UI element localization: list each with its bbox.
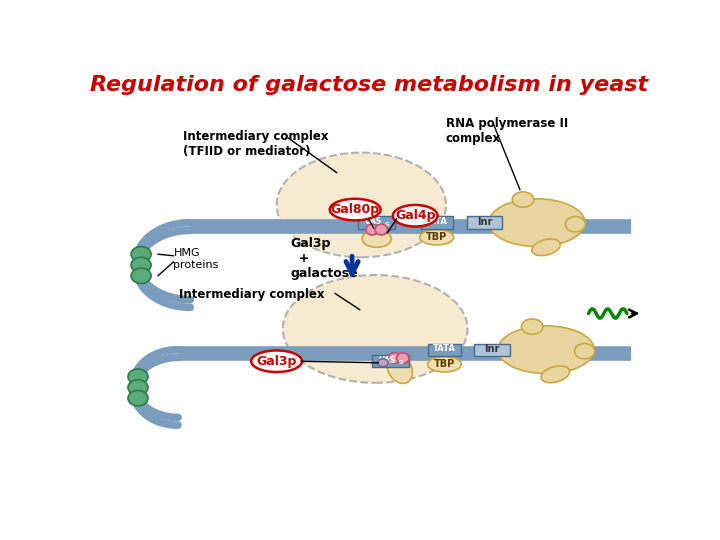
Ellipse shape [330, 199, 381, 220]
Text: Gal80p: Gal80p [330, 203, 379, 216]
Ellipse shape [387, 354, 413, 383]
Ellipse shape [131, 247, 151, 262]
Text: TBP: TBP [426, 232, 447, 242]
Text: Gal3p: Gal3p [256, 355, 297, 368]
Text: G: G [399, 360, 404, 365]
Bar [359, 217, 395, 229]
Text: Intermediary complex: Intermediary complex [179, 288, 324, 301]
Bar [467, 217, 503, 229]
Ellipse shape [128, 390, 148, 406]
Ellipse shape [128, 380, 148, 395]
Ellipse shape [420, 230, 454, 245]
Ellipse shape [521, 319, 543, 334]
Ellipse shape [131, 257, 151, 273]
Ellipse shape [541, 366, 570, 383]
Text: UAS: UAS [364, 218, 382, 226]
Text: Intermediary complex
(TFIID or mediator): Intermediary complex (TFIID or mediator) [183, 130, 328, 158]
Text: Regulation of galactose metabolism in yeast: Regulation of galactose metabolism in ye… [90, 75, 648, 95]
Bar [372, 355, 409, 367]
Ellipse shape [362, 231, 392, 247]
Ellipse shape [575, 343, 595, 359]
Ellipse shape [375, 224, 387, 235]
Text: G: G [385, 222, 390, 227]
Text: RNA polymerase II
complex: RNA polymerase II complex [446, 117, 568, 145]
Text: Gal3p
  +
galactose: Gal3p + galactose [290, 238, 358, 280]
Ellipse shape [397, 353, 409, 363]
Ellipse shape [512, 192, 534, 207]
Ellipse shape [393, 205, 438, 226]
Bar [428, 343, 461, 356]
Ellipse shape [131, 268, 151, 284]
Ellipse shape [489, 199, 585, 247]
Text: Inr: Inr [485, 344, 500, 354]
Bar [474, 343, 510, 356]
Ellipse shape [366, 224, 378, 235]
Ellipse shape [498, 326, 594, 374]
Ellipse shape [251, 350, 302, 372]
Polygon shape [133, 354, 178, 421]
Ellipse shape [377, 359, 388, 367]
Ellipse shape [428, 356, 462, 372]
Text: Inr: Inr [477, 217, 492, 227]
Ellipse shape [388, 353, 400, 363]
Text: Gal4p: Gal4p [395, 209, 436, 222]
Ellipse shape [276, 153, 446, 257]
Ellipse shape [532, 239, 560, 255]
Text: UAS: UAS [378, 356, 395, 365]
Text: TATA: TATA [426, 218, 448, 226]
Bar [420, 217, 453, 229]
Text: HMG
proteins: HMG proteins [174, 248, 219, 269]
Ellipse shape [128, 369, 148, 384]
Ellipse shape [565, 217, 585, 232]
Ellipse shape [283, 275, 467, 383]
Text: TBP: TBP [434, 359, 455, 369]
Polygon shape [137, 226, 190, 303]
Text: TATA: TATA [433, 345, 456, 354]
